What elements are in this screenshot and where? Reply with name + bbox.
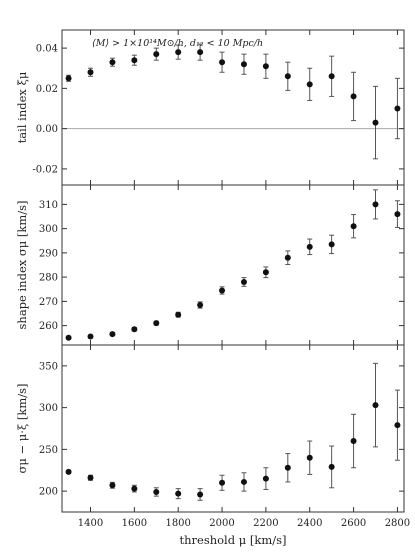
data-point-top [131,57,138,64]
y-tick-label: 270 [39,297,58,308]
data-point-top [328,73,335,80]
data-point-top [197,49,204,56]
data-point-top [240,61,247,68]
y-tick-label: 300 [39,403,58,414]
x-tick-label: 1400 [78,518,103,529]
data-point-bottom [328,463,335,470]
data-point-bottom [131,485,138,492]
data-point-top [65,75,72,82]
data-point-middle [394,211,401,218]
data-point-bottom [240,478,247,485]
data-point-middle [306,243,313,250]
y-tick-label: 350 [39,361,58,372]
data-point-middle [175,311,182,318]
data-point-bottom [65,468,72,475]
data-point-top [262,63,269,70]
data-point-middle [153,320,160,327]
x-tick-label: 2600 [341,518,366,529]
data-point-middle [219,287,226,294]
x-tick-label: 2200 [253,518,278,529]
data-point-bottom [350,438,357,445]
panel-top-annotation: ⟨M⟩ > 1×10¹⁴M⊙/h, d₁₂ < 10 Mpc/h [92,38,263,49]
data-point-middle [131,326,138,333]
y-tick-label: 280 [39,273,58,284]
y-tick-label: 0.04 [36,44,58,55]
data-point-middle [284,254,291,261]
data-point-bottom [306,454,313,461]
data-point-bottom [109,482,116,489]
x-tick-label: 1800 [165,518,190,529]
data-point-middle [328,241,335,248]
data-point-middle [65,334,72,341]
y-tick-label: 260 [39,321,58,332]
x-tick-label: 2800 [385,518,410,529]
panel-top: -0.02 0.00 0.02 0.04 ⟨M⟩ > 1×10¹⁴M⊙/h, d₁₂ … [15,29,405,186]
data-point-top [394,105,401,112]
panel-top-frame [61,29,405,186]
y-tick-label: 0.02 [36,84,58,95]
data-point-middle [350,223,357,230]
data-point-top [372,119,379,126]
x-tick-label: 2000 [209,518,234,529]
panel-bottom: 200 250 300 350 1400 1600 1800 2000 2200 2400 2600… [15,344,410,547]
data-point-bottom [394,422,401,429]
data-point-bottom [175,490,182,497]
x-tick-label: 1600 [122,518,147,529]
data-point-middle [262,269,269,276]
panel-middle: 260 270 280 290 300 310 shape index σμ [km/s] [15,184,405,346]
data-point-bottom [284,464,291,471]
data-point-top [350,93,357,100]
data-point-top [284,73,291,80]
data-point-middle [87,333,94,340]
data-point-bottom [219,479,226,486]
y-tick-label: 290 [39,248,58,259]
panel-bottom-ylabel: σμ − μ·ξ [km/s] [15,383,29,473]
data-point-middle [197,302,204,308]
data-point-bottom [87,474,94,481]
data-point-middle [240,278,247,285]
y-tick-label: 0.00 [36,124,58,135]
y-tick-label: -0.02 [32,164,58,175]
data-point-bottom [153,488,160,495]
data-point-top [87,69,94,76]
y-tick-label: 250 [39,445,58,456]
panel-middle-frame [61,184,405,346]
panel-middle-ylabel: shape index σμ [km/s] [15,201,29,330]
data-point-top [219,59,226,66]
data-point-bottom [262,475,269,482]
data-point-bottom [197,491,204,498]
x-axis-label: threshold μ [km/s] [179,533,286,547]
y-tick-label: 300 [39,224,58,235]
data-point-middle [372,201,379,208]
data-point-top [306,81,313,88]
data-point-middle [109,331,116,338]
data-point-top [109,59,116,66]
data-point-bottom [372,402,379,409]
y-tick-label: 200 [39,487,58,498]
data-point-top [153,51,160,58]
data-point-top [175,49,182,56]
y-tick-label: 310 [39,200,58,211]
x-tick-label: 2400 [297,518,322,529]
panel-top-ylabel: tail index ξμ [15,71,29,143]
panel-bottom-frame [61,344,405,513]
